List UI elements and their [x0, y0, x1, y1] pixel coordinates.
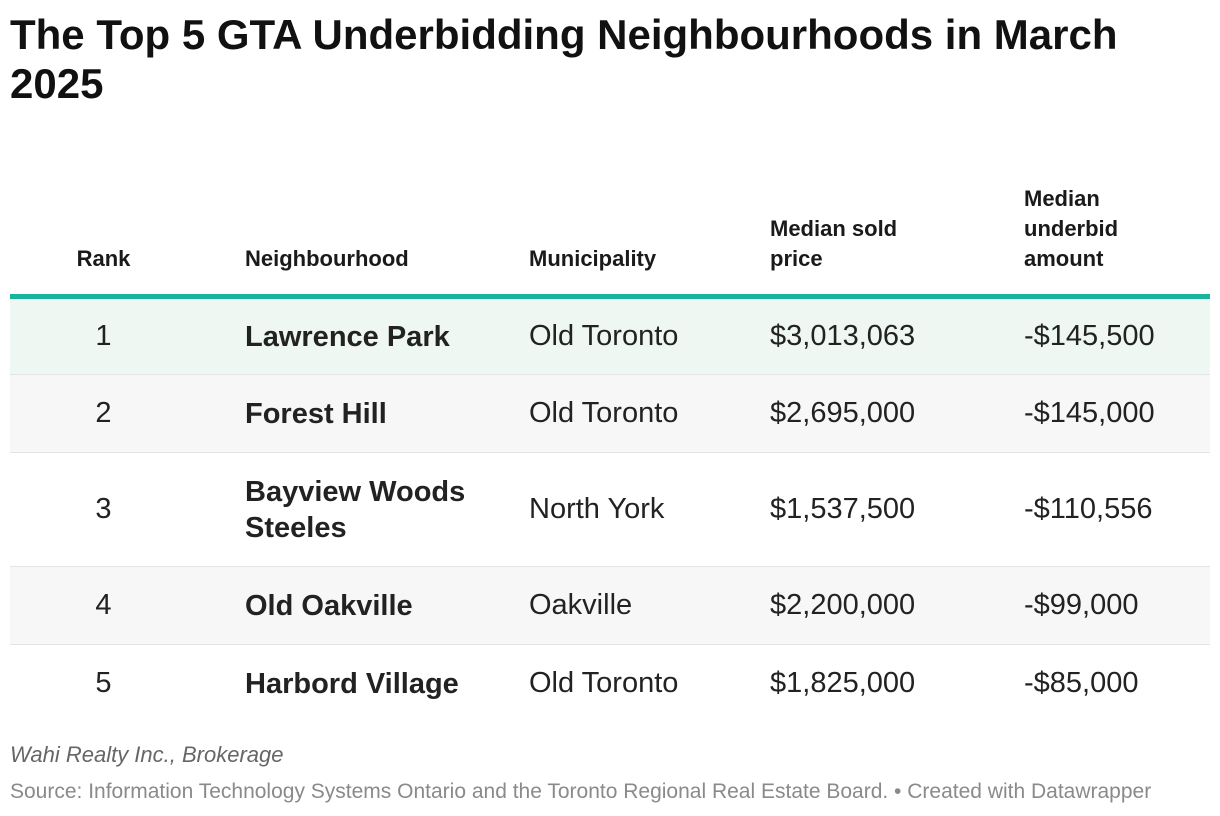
column-header-median-sold-price[interactable]: Median sold price	[770, 160, 1024, 299]
cell-neighbourhood: Harbord Village	[245, 644, 529, 723]
cell-median-sold-price: $3,013,063	[770, 296, 1024, 375]
header-text: Median sold	[770, 216, 898, 241]
cell-rank: 3	[10, 452, 245, 567]
table-row: 2 Forest Hill Old Toronto $2,695,000 -$1…	[10, 374, 1210, 453]
cell-neighbourhood: Old Oakville	[245, 566, 529, 645]
header-text: Neighbourhood	[245, 246, 409, 271]
cell-rank: 1	[10, 296, 245, 375]
cell-median-sold-price: $2,695,000	[770, 374, 1024, 453]
cell-median-sold-price: $1,537,500	[770, 452, 1024, 567]
header-row: Rank Neighbourhood Municipality Median s…	[10, 160, 1210, 299]
table-row: 5 Harbord Village Old Toronto $1,825,000…	[10, 644, 1210, 723]
column-header-rank[interactable]: Rank	[10, 160, 245, 299]
cell-rank: 5	[10, 644, 245, 723]
header-text: price	[770, 246, 823, 271]
cell-median-underbid-amount: -$85,000	[1024, 644, 1210, 723]
cell-rank: 4	[10, 566, 245, 645]
table-row: 3 Bayview Woods Steeles North York $1,53…	[10, 452, 1210, 567]
column-header-neighbourhood[interactable]: Neighbourhood	[245, 160, 529, 299]
cell-median-sold-price: $2,200,000	[770, 566, 1024, 645]
header-text: underbid	[1024, 216, 1119, 241]
column-header-median-underbid-amount[interactable]: Median underbid amount	[1024, 160, 1210, 299]
chart-title: The Top 5 GTA Underbidding Neighbourhood…	[10, 11, 1118, 107]
cell-median-underbid-amount: -$99,000	[1024, 566, 1210, 645]
data-table-container: Rank Neighbourhood Municipality Median s…	[10, 160, 1210, 723]
cell-rank: 2	[10, 374, 245, 453]
table-row: 1 Lawrence Park Old Toronto $3,013,063 -…	[10, 296, 1210, 375]
cell-median-underbid-amount: -$110,556	[1024, 452, 1210, 567]
cell-neighbourhood: Lawrence Park	[245, 296, 529, 375]
header-text: Municipality	[529, 246, 657, 271]
cell-neighbourhood: Bayview Woods Steeles	[245, 452, 529, 567]
cell-municipality: North York	[529, 452, 770, 567]
data-table: Rank Neighbourhood Municipality Median s…	[10, 160, 1210, 723]
cell-municipality: Old Toronto	[529, 644, 770, 723]
table-row: 4 Old Oakville Oakville $2,200,000 -$99,…	[10, 566, 1210, 645]
byline-note: Wahi Realty Inc., Brokerage	[10, 742, 284, 767]
source-note: Source: Information Technology Systems O…	[10, 780, 1152, 803]
cell-neighbourhood: Forest Hill	[245, 374, 529, 453]
cell-median-underbid-amount: -$145,000	[1024, 374, 1210, 453]
column-header-municipality[interactable]: Municipality	[529, 160, 770, 299]
header-text: amount	[1024, 246, 1104, 271]
cell-municipality: Oakville	[529, 566, 770, 645]
cell-median-sold-price: $1,825,000	[770, 644, 1024, 723]
cell-municipality: Old Toronto	[529, 296, 770, 375]
cell-median-underbid-amount: -$145,500	[1024, 296, 1210, 375]
cell-municipality: Old Toronto	[529, 374, 770, 453]
header-text: Median	[1024, 186, 1100, 211]
header-text: Rank	[76, 246, 131, 271]
